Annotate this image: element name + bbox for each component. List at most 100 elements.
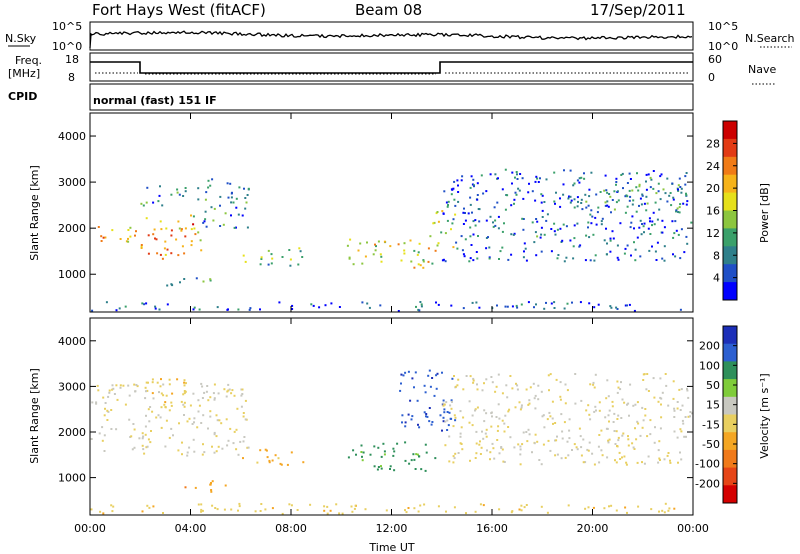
data-cell: [450, 228, 452, 231]
data-cell: [658, 457, 661, 460]
data-cell: [436, 244, 439, 247]
data-cell: [657, 449, 660, 452]
data-cell: [482, 192, 485, 195]
data-cell: [443, 408, 446, 411]
data-cell: [462, 307, 465, 310]
data-cell: [636, 401, 639, 404]
data-cell: [675, 229, 678, 232]
data-cell: [213, 398, 216, 401]
data-cell: [677, 188, 679, 191]
data-cell: [635, 210, 638, 213]
data-cell: [145, 414, 147, 417]
data-cell: [486, 449, 488, 452]
data-cell: [687, 396, 690, 399]
data-cell: [404, 459, 407, 462]
data-cell: [611, 230, 614, 233]
data-cell: [533, 241, 536, 244]
data-cell: [397, 243, 400, 246]
data-cell: [469, 459, 471, 462]
data-cell: [580, 399, 583, 402]
nave-tick-bottom: 0: [708, 71, 715, 84]
data-cell: [672, 253, 674, 256]
data-cell: [418, 455, 420, 458]
colorbar-swatch: [723, 210, 737, 229]
data-cell: [235, 226, 237, 229]
freq-trace: [90, 61, 693, 74]
data-cell: [652, 170, 655, 172]
data-cell: [563, 307, 566, 310]
data-cell: [531, 190, 534, 193]
data-cell: [659, 427, 662, 430]
data-cell: [145, 446, 148, 449]
data-cell: [634, 403, 637, 406]
data-cell: [145, 201, 148, 204]
data-cell: [360, 451, 363, 453]
data-cell: [188, 446, 191, 449]
data-cell: [614, 443, 617, 445]
data-cell: [217, 392, 220, 395]
data-cell: [641, 193, 644, 196]
data-cell: [526, 440, 529, 443]
data-cell: [140, 202, 143, 205]
time-axis-label: Time UT: [368, 541, 414, 554]
data-cell: [554, 202, 556, 205]
data-cell: [471, 424, 474, 427]
data-cell: [561, 437, 564, 440]
colorbar-swatch: [723, 326, 737, 345]
data-cell: [248, 308, 251, 311]
data-cell: [119, 384, 122, 387]
data-cell: [383, 453, 386, 456]
data-cell: [489, 215, 492, 218]
data-cell: [459, 432, 462, 435]
data-cell: [279, 462, 282, 465]
colorbar-tick-label: 20: [706, 182, 720, 195]
data-cell: [465, 512, 467, 515]
data-cell: [207, 186, 210, 189]
data-cell: [503, 461, 506, 463]
data-cell: [434, 457, 437, 460]
time-axis: 00:00 04:00 08:00 12:00 16:00 20:00 00:00: [74, 522, 709, 535]
data-cell: [505, 384, 508, 387]
data-cell: [536, 177, 539, 180]
data-cell: [244, 197, 247, 199]
data-cell: [231, 389, 234, 392]
data-cell: [492, 221, 494, 224]
data-cell: [624, 195, 627, 198]
data-cell: [661, 509, 664, 512]
data-cell: [429, 235, 432, 238]
data-cell: [111, 510, 114, 513]
data-cell: [244, 418, 247, 421]
data-cell: [595, 193, 598, 196]
data-cell: [297, 263, 300, 266]
data-cell: [550, 228, 553, 230]
data-cell: [177, 220, 180, 223]
data-cell: [162, 383, 165, 386]
data-cell: [164, 406, 167, 408]
data-cell: [256, 461, 259, 464]
data-cell: [302, 461, 305, 464]
data-cell: [352, 449, 355, 452]
data-cell: [194, 486, 197, 489]
data-cell: [528, 433, 531, 436]
data-cell: [246, 226, 249, 229]
data-cell: [350, 505, 353, 508]
data-cell: [144, 425, 147, 428]
data-cell: [582, 461, 585, 464]
data-cell: [543, 307, 546, 310]
data-cell: [622, 432, 625, 435]
data-cell: [426, 415, 429, 418]
data-cell: [203, 220, 206, 223]
data-cell: [529, 386, 532, 389]
data-cell: [453, 457, 456, 460]
data-cell: [500, 446, 503, 448]
data-cell: [464, 238, 467, 241]
data-cell: [598, 401, 601, 404]
data-cell: [91, 309, 94, 312]
data-cell: [145, 217, 148, 220]
data-cell: [662, 188, 665, 191]
data-cell: [560, 241, 563, 243]
data-cell: [498, 508, 501, 511]
data-cell: [641, 223, 643, 225]
data-cell: [606, 191, 609, 194]
